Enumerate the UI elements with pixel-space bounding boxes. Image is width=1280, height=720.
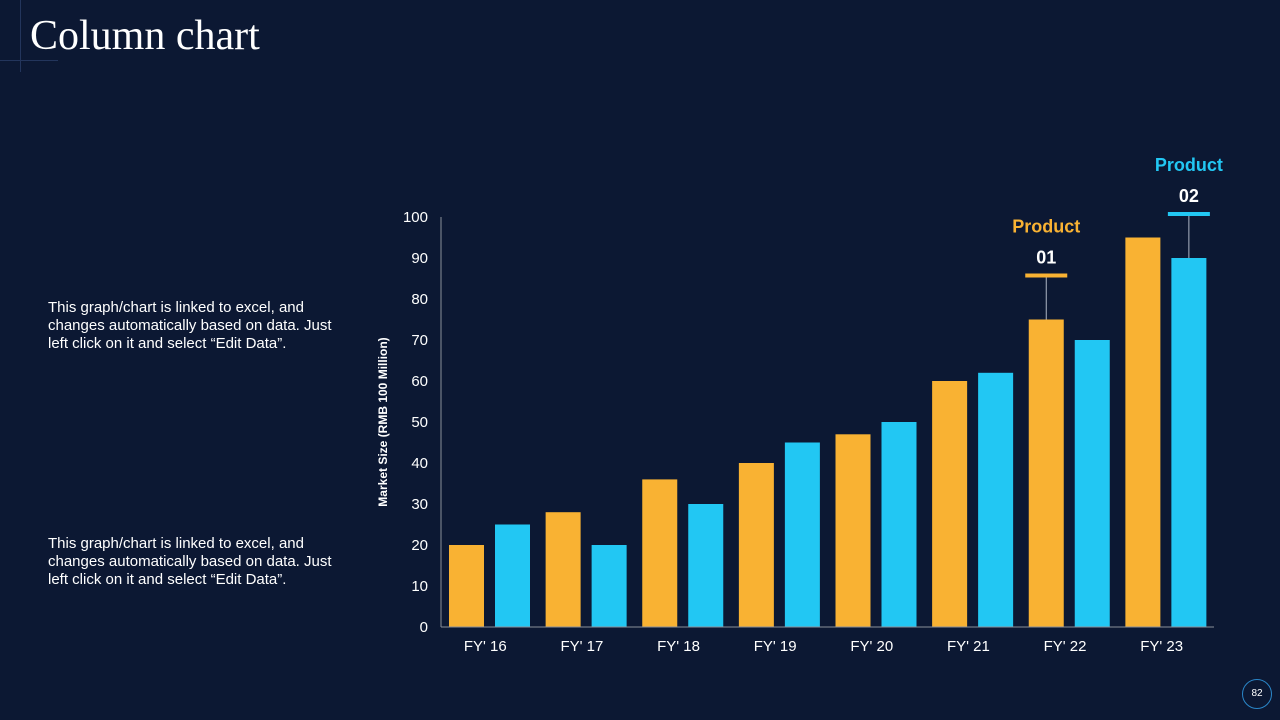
corner-line-vertical bbox=[20, 0, 21, 72]
callout-underline bbox=[1167, 212, 1210, 216]
bar-product-02[interactable] bbox=[1074, 340, 1110, 627]
bar-product-01[interactable] bbox=[642, 479, 678, 627]
y-tick-label: 100 bbox=[403, 209, 428, 226]
bar-product-02[interactable] bbox=[1171, 258, 1207, 627]
y-axis-tick-labels: 0 10 20 30 40 50 60 70 80 90 100 bbox=[403, 209, 428, 636]
bar-product-02[interactable] bbox=[495, 524, 530, 628]
bar-product-02[interactable] bbox=[688, 504, 724, 627]
bar-product-01[interactable] bbox=[932, 381, 968, 627]
callout-number: 01 bbox=[1036, 248, 1056, 268]
product-callouts: 01 Product 02 Product bbox=[1012, 155, 1223, 320]
callout-title: Product bbox=[1012, 217, 1080, 237]
y-tick-label: 80 bbox=[411, 291, 428, 308]
x-tick-label: FY' 19 bbox=[754, 638, 797, 655]
bar-product-01[interactable] bbox=[835, 434, 871, 627]
y-tick-label: 20 bbox=[411, 537, 428, 554]
x-tick-label: FY' 17 bbox=[560, 638, 603, 655]
y-tick-label: 60 bbox=[411, 373, 428, 390]
bar-series bbox=[449, 237, 1207, 628]
y-tick-label: 0 bbox=[420, 619, 428, 636]
y-tick-label: 70 bbox=[411, 332, 428, 349]
y-tick-label: 30 bbox=[411, 496, 428, 513]
corner-line-horizontal bbox=[0, 60, 58, 61]
x-tick-label: FY' 23 bbox=[1140, 638, 1183, 655]
bar-product-01[interactable] bbox=[738, 463, 774, 627]
description-text-2: This graph/chart is linked to excel, and… bbox=[48, 535, 332, 588]
bar-product-02[interactable] bbox=[978, 372, 1014, 627]
x-tick-label: FY' 20 bbox=[850, 638, 893, 655]
y-tick-label: 50 bbox=[411, 414, 428, 431]
x-tick-label: FY' 21 bbox=[947, 638, 990, 655]
bar-product-01[interactable] bbox=[1125, 237, 1161, 628]
y-tick-label: 40 bbox=[411, 455, 428, 472]
callout-title: Product bbox=[1155, 155, 1223, 175]
x-tick-label: FY' 18 bbox=[657, 638, 700, 655]
bar-product-02[interactable] bbox=[784, 442, 820, 628]
y-tick-label: 90 bbox=[411, 250, 428, 267]
bar-product-01[interactable] bbox=[545, 512, 581, 627]
bar-product-02[interactable] bbox=[591, 545, 627, 627]
page-number-badge: 82 bbox=[1242, 679, 1272, 709]
x-tick-label: FY' 16 bbox=[464, 638, 507, 655]
bar-product-01[interactable] bbox=[449, 545, 484, 627]
y-axis-title: Market Size (RMB 100 Million) bbox=[376, 337, 390, 506]
y-tick-label: 10 bbox=[411, 578, 428, 595]
x-tick-label: FY' 22 bbox=[1044, 638, 1087, 655]
x-axis-tick-labels: FY' 16 FY' 17 FY' 18 FY' 19 FY' 20 FY' 21 FY' … bbox=[464, 638, 1183, 655]
description-text-1: This graph/chart is linked to excel, and… bbox=[48, 299, 332, 352]
callout-number: 02 bbox=[1179, 186, 1199, 206]
bar-product-01[interactable] bbox=[1028, 319, 1064, 628]
slide-title: Column chart bbox=[30, 13, 260, 59]
bar-product-02[interactable] bbox=[881, 422, 917, 627]
callout-underline bbox=[1025, 273, 1068, 278]
